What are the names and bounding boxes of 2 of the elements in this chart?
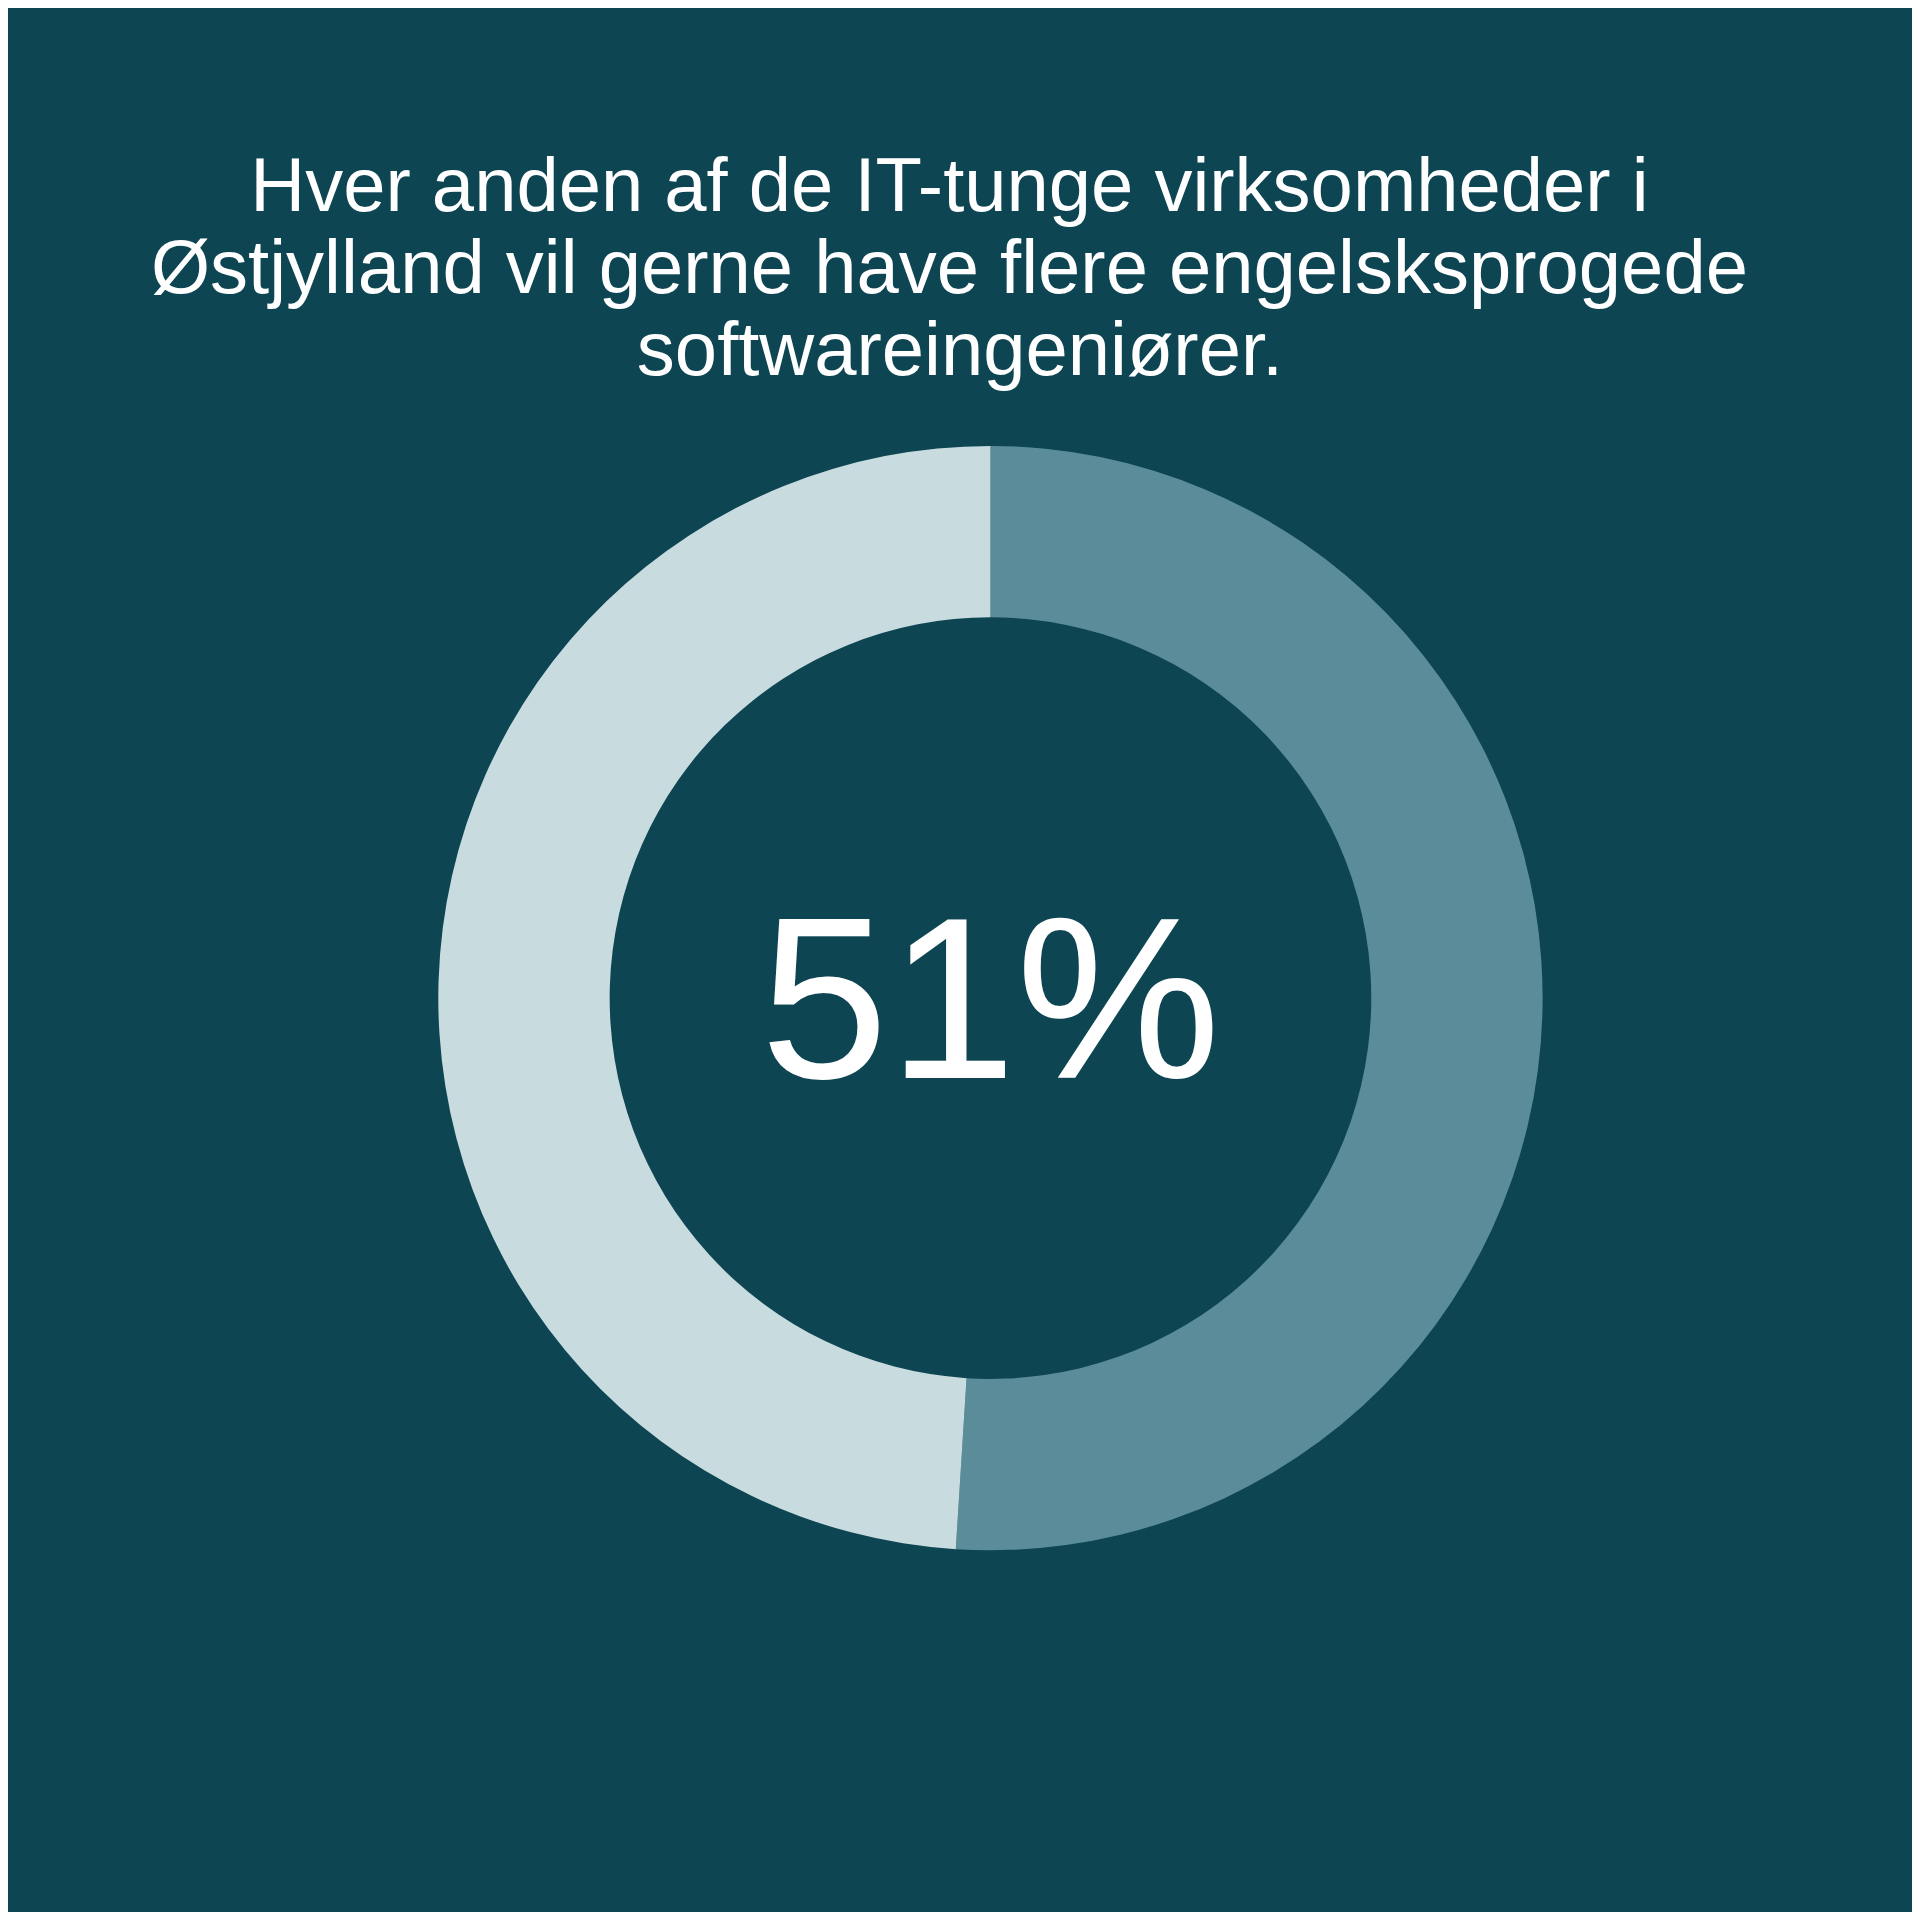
data-label: 51% — [760, 869, 1221, 1127]
chart-title: Hver anden af de IT-tunge virksomheder i Østjylland vil gerne have flere engelsksprogede softwareingeniører. — [150, 141, 1770, 391]
